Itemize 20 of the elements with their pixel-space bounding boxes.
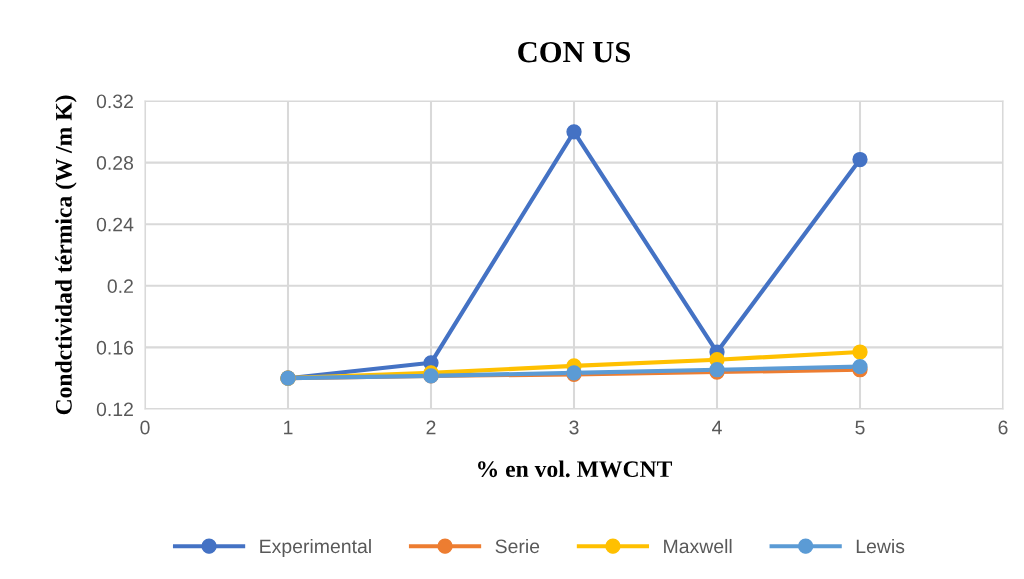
x-axis-title: % en vol. MWCNT <box>478 460 673 478</box>
chart-title: CON US <box>518 41 630 63</box>
y-tick-label: 0.32 <box>96 94 133 109</box>
legend-label: Maxwell <box>664 538 732 554</box>
x-tick-label: 0 <box>140 420 150 435</box>
y-tick-label: 0.2 <box>107 279 133 294</box>
x-tick-label: 3 <box>569 420 579 435</box>
legend-label: Experimental <box>260 538 371 558</box>
y-tick-label: 0.12 <box>96 402 133 417</box>
y-tick-label: 0.24 <box>96 217 134 232</box>
y-axis-title: Condctividad térmica (W /m K) <box>55 95 77 415</box>
legend-label: Lewis <box>856 538 905 554</box>
legend-label: Serie <box>495 538 540 554</box>
x-tick-label: 5 <box>855 420 865 435</box>
x-tick-label: 2 <box>426 420 436 435</box>
x-tick-label: 6 <box>998 420 1008 435</box>
x-tick-label: 4 <box>712 420 722 435</box>
y-tick-label: 0.28 <box>96 156 134 170</box>
y-tick-label: 0.16 <box>96 340 134 355</box>
x-tick-label: 1 <box>284 420 293 435</box>
